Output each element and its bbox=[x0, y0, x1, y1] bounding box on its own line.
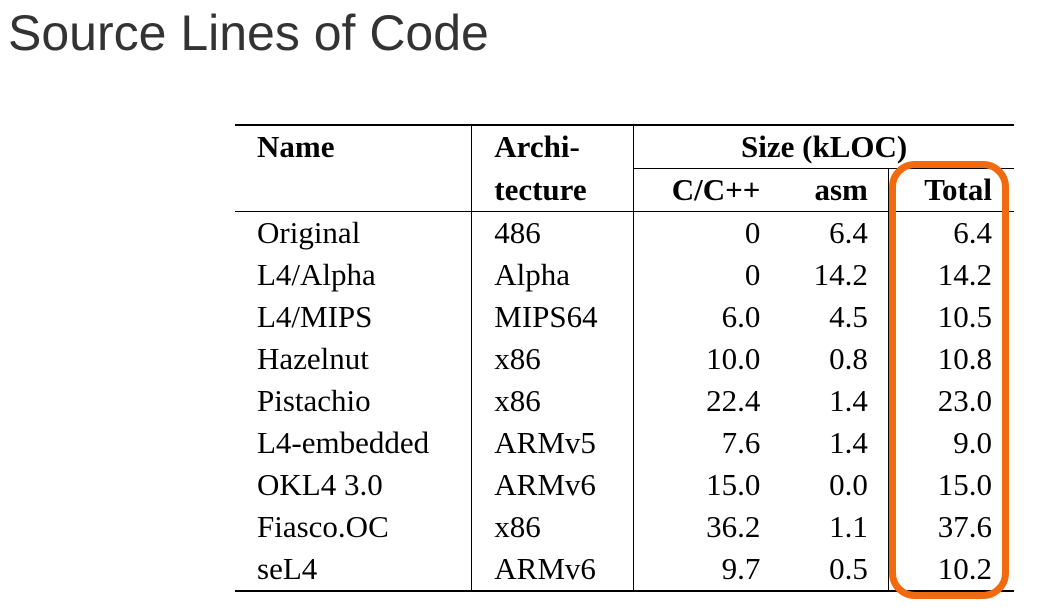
cell-c-cpp: 0 bbox=[633, 254, 775, 296]
cell-c-cpp: 10.0 bbox=[633, 338, 775, 380]
cell-c-cpp: 9.7 bbox=[633, 548, 775, 591]
cell-total: 10.8 bbox=[887, 338, 1014, 380]
cell-asm: 1.4 bbox=[829, 425, 868, 460]
cell-asm: 4.5 bbox=[829, 299, 868, 334]
cell-architecture: x86 bbox=[471, 380, 634, 422]
cell-c-cpp: 6.0 bbox=[633, 296, 775, 338]
cell-c-cpp: 0 bbox=[633, 211, 775, 254]
table-row: Fiasco.OC x86 36.2 1.1 37.6 bbox=[235, 506, 1014, 548]
table-row: L4/Alpha Alpha 0 14.2 14.2 bbox=[235, 254, 1014, 296]
cell-name: OKL4 3.0 bbox=[257, 467, 383, 502]
cell-name: Original bbox=[257, 215, 361, 250]
cell-architecture: MIPS64 bbox=[471, 296, 634, 338]
cell-name: seL4 bbox=[257, 551, 318, 586]
cell-total: 37.6 bbox=[887, 506, 1014, 548]
header-asm: asm bbox=[774, 168, 889, 212]
cell-total: 6.4 bbox=[887, 211, 1014, 254]
cell-architecture: Alpha bbox=[471, 254, 634, 296]
cell-total: 15.0 bbox=[887, 464, 1014, 506]
cell-asm: 0.8 bbox=[829, 341, 868, 376]
slide-title: Source Lines of Code bbox=[8, 5, 489, 61]
cell-name: Fiasco.OC bbox=[257, 509, 389, 544]
cell-asm: 14.2 bbox=[813, 257, 868, 292]
total-column-highlight bbox=[889, 161, 1009, 599]
cell-asm: 1.1 bbox=[829, 509, 868, 544]
cell-architecture: 486 bbox=[471, 211, 634, 254]
cell-c-cpp: 22.4 bbox=[633, 380, 775, 422]
cell-architecture: ARMv6 bbox=[471, 548, 634, 591]
cell-architecture: x86 bbox=[471, 338, 634, 380]
cell-total: 9.0 bbox=[887, 422, 1014, 464]
cell-c-cpp: 7.6 bbox=[633, 422, 775, 464]
loc-table-body: Original 486 0 6.4 6.4 L4/Alpha Alpha 0 14.2 14.2… bbox=[235, 211, 1014, 591]
cell-name: Pistachio bbox=[257, 383, 371, 418]
cell-c-cpp: 36.2 bbox=[633, 506, 775, 548]
cell-total: 14.2 bbox=[887, 254, 1014, 296]
cell-asm: 1.4 bbox=[829, 383, 868, 418]
cell-asm: 6.4 bbox=[829, 215, 868, 250]
header-name: Name bbox=[257, 129, 335, 165]
cell-asm: 0.5 bbox=[829, 551, 868, 586]
header-c-cpp: C/C++ bbox=[633, 168, 775, 212]
cell-asm: 0.0 bbox=[829, 467, 868, 502]
cell-architecture: ARMv6 bbox=[471, 464, 634, 506]
cell-name: Hazelnut bbox=[257, 341, 369, 376]
cell-name: L4/Alpha bbox=[257, 257, 376, 292]
header-name-blank bbox=[235, 169, 472, 212]
cell-total: 10.5 bbox=[887, 296, 1014, 338]
table-row: L4/MIPS MIPS64 6.0 4.5 10.5 bbox=[235, 296, 1014, 338]
cell-total: 23.0 bbox=[887, 380, 1014, 422]
table-row: Original 486 0 6.4 6.4 bbox=[235, 211, 1014, 254]
cell-name: L4-embedded bbox=[257, 425, 430, 460]
table-row: Pistachio x86 22.4 1.4 23.0 bbox=[235, 380, 1014, 422]
cell-c-cpp: 15.0 bbox=[633, 464, 775, 506]
cell-name: L4/MIPS bbox=[257, 299, 373, 334]
table-row: L4-embedded ARMv5 7.6 1.4 9.0 bbox=[235, 422, 1014, 464]
header-architecture-line2: tecture bbox=[471, 168, 634, 212]
table-row: OKL4 3.0 ARMv6 15.0 0.0 15.0 bbox=[235, 464, 1014, 506]
cell-architecture: ARMv5 bbox=[471, 422, 634, 464]
loc-table: Name Archi- Size (kLOC) tecture C/C++ as… bbox=[235, 124, 1014, 592]
header-architecture-line1: Archi- bbox=[471, 125, 634, 169]
header-row-1: Name Archi- Size (kLOC) bbox=[235, 125, 1014, 169]
cell-architecture: x86 bbox=[471, 506, 634, 548]
loc-table-container: Name Archi- Size (kLOC) tecture C/C++ as… bbox=[235, 124, 1014, 592]
table-row: Hazelnut x86 10.0 0.8 10.8 bbox=[235, 338, 1014, 380]
